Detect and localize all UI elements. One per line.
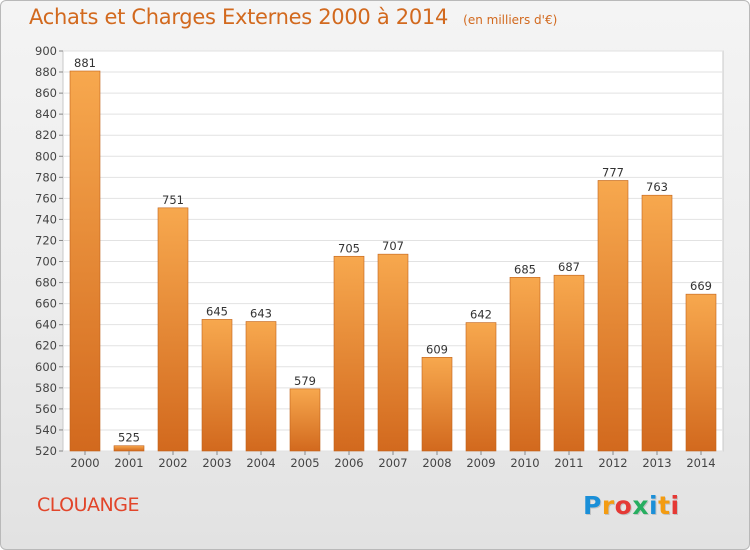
bar-value-label: 669	[690, 279, 712, 293]
y-tick-label: 800	[35, 149, 57, 163]
logo-letter: r	[601, 491, 615, 520]
bar-2004	[245, 321, 277, 452]
y-tick-label: 580	[35, 381, 57, 395]
y-tick-label: 820	[35, 128, 57, 142]
bar-value-label: 777	[602, 165, 624, 179]
bar-value-label: 642	[470, 308, 492, 322]
y-tick-label: 840	[35, 107, 57, 121]
bar-2012	[597, 180, 629, 452]
bar-2009	[465, 322, 497, 452]
bar-value-label: 707	[382, 239, 404, 253]
logo-letter: i	[649, 491, 659, 520]
bar-value-label: 645	[206, 304, 228, 318]
y-tick-label: 680	[35, 276, 57, 290]
x-tick-label: 2011	[554, 456, 583, 470]
x-tick-label: 2013	[642, 456, 671, 470]
bar-value-label: 579	[294, 374, 316, 388]
x-tick-label: 2009	[466, 456, 495, 470]
bar-2006	[333, 255, 365, 452]
bar-2013	[641, 194, 673, 452]
bar-2003	[201, 319, 233, 452]
bar-2010	[509, 277, 541, 452]
bar-value-label: 685	[514, 262, 536, 276]
bar-value-label: 881	[74, 56, 96, 70]
y-tick-label: 700	[35, 255, 57, 269]
y-tick-label: 720	[35, 233, 57, 247]
y-tick-label: 860	[35, 86, 57, 100]
x-tick-label: 2004	[246, 456, 275, 470]
y-tick-label: 760	[35, 191, 57, 205]
logo-letter: x	[632, 491, 649, 520]
bar-value-label: 609	[426, 342, 448, 356]
logo-letter: t	[658, 491, 671, 520]
bar-value-label: 643	[250, 307, 272, 321]
y-tick-label: 540	[35, 423, 57, 437]
y-tick-label: 900	[35, 44, 57, 58]
bar-2005	[289, 388, 321, 452]
chart-subtitle: (en milliers d'€)	[463, 13, 558, 27]
y-tick-label: 560	[35, 402, 57, 416]
y-tick-label: 780	[35, 170, 57, 184]
x-tick-label: 2014	[686, 456, 715, 470]
bar-value-label: 751	[162, 193, 184, 207]
y-tick-label: 660	[35, 297, 57, 311]
logo-letter: o	[614, 491, 633, 520]
proxiti-logo[interactable]: Proxiti	[583, 491, 680, 520]
x-axis: 2000 2001 2002 2003 2004 2005 2006 2007 2008 2009…	[70, 451, 716, 470]
bar-value-label: 687	[558, 260, 580, 274]
bar-2007	[377, 253, 409, 452]
bar-2014	[685, 293, 717, 452]
y-tick-label: 600	[35, 360, 57, 374]
x-tick-label: 2000	[70, 456, 99, 470]
x-tick-label: 2002	[158, 456, 187, 470]
x-tick-label: 2005	[290, 456, 319, 470]
y-tick-label: 640	[35, 318, 57, 332]
commune-name: CLOUANGE	[37, 494, 139, 516]
x-tick-label: 2003	[202, 456, 231, 470]
bar-2011	[553, 274, 585, 452]
bars: 881 525 751 645 643 579 705 707 609 642 685 687 777 7…	[69, 56, 717, 452]
x-tick-label: 2007	[378, 456, 407, 470]
y-tick-label: 880	[35, 65, 57, 79]
y-tick-label: 620	[35, 339, 57, 353]
bar-2008	[421, 357, 453, 452]
x-tick-label: 2001	[114, 456, 143, 470]
bar-2000	[69, 70, 101, 452]
x-tick-label: 2008	[422, 456, 451, 470]
title-row: Achats et Charges Externes 2000 à 2014 (…	[29, 5, 557, 29]
logo-letter: P	[583, 491, 602, 520]
y-axis: 520 540 560 580 600 620 640 660 680 700 720 740 760 7…	[35, 44, 63, 458]
y-tick-label: 740	[35, 212, 57, 226]
bar-value-label: 763	[646, 180, 668, 194]
chart-title: Achats et Charges Externes 2000 à 2014	[29, 5, 449, 29]
bar-value-label: 705	[338, 241, 360, 255]
bar-2002	[157, 207, 189, 452]
bar-value-label: 525	[118, 431, 140, 445]
x-tick-label: 2010	[510, 456, 539, 470]
x-tick-label: 2012	[598, 456, 627, 470]
x-tick-label: 2006	[334, 456, 363, 470]
bar-2001	[113, 445, 145, 452]
y-tick-label: 520	[35, 444, 57, 458]
logo-letter: i	[670, 491, 680, 520]
